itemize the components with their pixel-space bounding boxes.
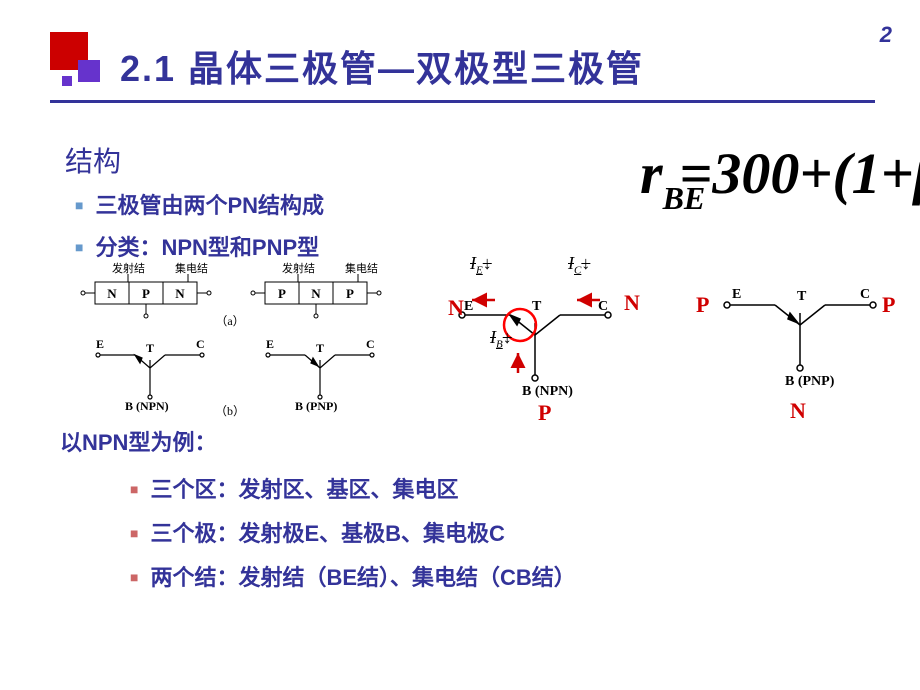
svg-text:B (PNP): B (PNP) — [785, 374, 835, 389]
bullet-text: 三个极：发射极E、基极B、集电极C — [150, 521, 504, 546]
bullet-icon: ■ — [75, 197, 83, 213]
svg-text:B (PNP): B (PNP) — [295, 399, 337, 413]
bullet-text: 三极管由两个PN结构成 — [95, 193, 324, 218]
bullet-icon: ■ — [130, 525, 138, 541]
label-collector-junction: 集电结 — [175, 261, 208, 275]
svg-text:B (NPN): B (NPN) — [522, 384, 573, 399]
bullet-icon: ■ — [130, 481, 138, 497]
p-label-left: P — [696, 292, 709, 318]
n-label-bottom: N — [790, 398, 806, 424]
bullet-icon: ■ — [75, 239, 83, 255]
svg-text:（a）: （a） — [215, 314, 244, 328]
title-underline — [50, 100, 875, 103]
svg-text:集电结: 集电结 — [345, 261, 378, 275]
pnp-symbol-annotated: E T C B (PNP) — [710, 260, 910, 430]
svg-text:T: T — [797, 289, 807, 304]
svg-text:E: E — [96, 337, 104, 351]
ib-label: IB↓ — [490, 327, 512, 351]
rbe-formula: rBE=300+(1+β)26(mV)IEQ(mA) — [640, 140, 920, 217]
svg-text:N: N — [107, 286, 117, 301]
svg-text:P: P — [278, 286, 286, 301]
bullet-text: 三个区：发射区、基区、集电区 — [150, 477, 458, 502]
svg-text:（b）: （b） — [215, 404, 245, 418]
svg-text:P: P — [142, 286, 150, 301]
svg-text:E: E — [266, 337, 274, 351]
bullet-icon: ■ — [130, 569, 138, 585]
svg-text:T: T — [316, 341, 324, 355]
bullet-text: 分类：NPN型和PNP型 — [95, 235, 319, 260]
npn-symbol-annotated: E T C B (NPN) IE↓ IC↓ IB↓ — [440, 255, 690, 425]
p-label-right: P — [882, 292, 895, 318]
svg-text:C: C — [366, 337, 375, 351]
p-label-bottom: P — [538, 400, 551, 426]
svg-text:N: N — [175, 286, 185, 301]
svg-text:T: T — [532, 299, 542, 314]
label-emitter-junction: 发射结 — [112, 261, 145, 275]
npn-pnp-block-diagram: 发射结 集电结 N P N 发射结 集电结 P N P （a） E T — [80, 260, 420, 420]
svg-text:发射结: 发射结 — [282, 261, 315, 275]
bullet-text: 两个结：发射结（BE结）、集电结（CB结） — [150, 565, 575, 590]
svg-text:P: P — [346, 286, 354, 301]
svg-text:E: E — [732, 287, 741, 302]
svg-text:T: T — [146, 341, 154, 355]
page-title: 2.1 晶体三极管—双极型三极管 — [120, 40, 644, 92]
svg-text:E: E — [464, 299, 473, 314]
ie-label: IE↓ — [470, 253, 492, 277]
n-label-left: N — [448, 295, 464, 321]
n-label-right: N — [624, 290, 640, 316]
svg-text:C: C — [598, 299, 608, 314]
svg-text:C: C — [196, 337, 205, 351]
ic-label: IC↓ — [568, 253, 590, 277]
svg-text:B (NPN): B (NPN) — [125, 399, 169, 413]
title-decoration — [50, 32, 100, 87]
svg-text:C: C — [860, 287, 870, 302]
svg-text:N: N — [311, 286, 321, 301]
page-number: 2 — [880, 22, 892, 48]
subheading-npn-example: 以NPN型为例： — [60, 425, 216, 457]
bottom-bullet-list: ■ 三个区：发射区、基区、集电区 ■ 三个极：发射极E、基极B、集电极C ■ 两个结：… — [130, 468, 576, 600]
subheading-structure: 结构 — [65, 140, 121, 180]
